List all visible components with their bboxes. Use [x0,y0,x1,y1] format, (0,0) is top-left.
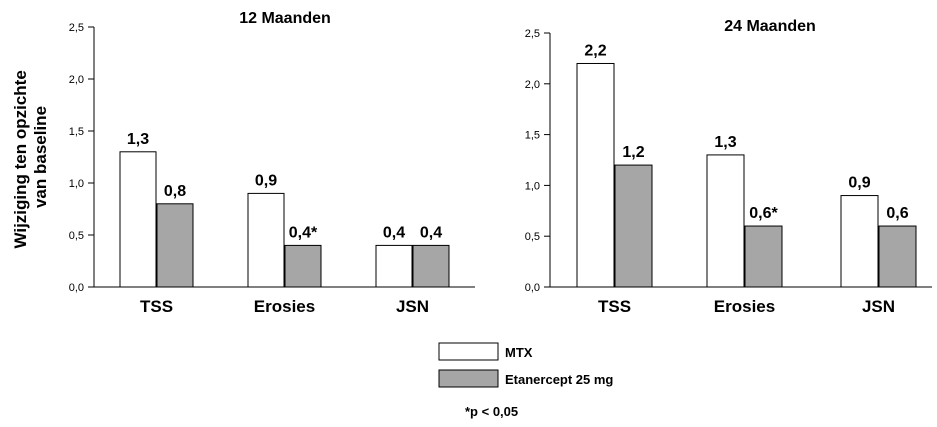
x-tick-label-erosies: Erosies [714,297,775,316]
data-label-etanercept-tss: 0,8 [164,183,186,200]
chart-title: 12 Maanden [239,10,331,27]
bar-mtx-erosies [247,192,285,288]
x-tick-label-tss: TSS [598,297,631,316]
legend-label-mtx: MTX [505,345,533,360]
data-label-mtx-erosies: 0,9 [255,172,277,189]
bar-etanercept-tss [156,203,194,288]
y-tick-label: 2,0 [525,79,540,91]
y-tick-label: 1,5 [69,126,84,138]
bar-mtx-jsn [375,244,413,288]
legend-swatch-etanercept [438,369,499,388]
bar-mtx-erosies [706,154,745,288]
data-label-etanercept-erosies: 0,4* [289,224,318,241]
chart-24-months: 24 Maanden 0,0 0,5 1,0 1,5 2,0 2,5 2,2 1,2 TSS 1,3… [525,18,932,316]
x-tick-label-erosies: Erosies [254,297,315,316]
chart-title: 24 Maanden [724,18,816,35]
data-label-mtx-tss: 1,3 [127,131,149,148]
x-tick-label-jsn: JSN [396,297,429,316]
bar-mtx-tss [119,151,157,288]
y-tick-label: 1,5 [525,130,540,142]
footnote: *p < 0,05 [465,404,518,419]
x-tick-label-jsn: JSN [862,297,895,316]
legend: MTX Etanercept 25 mg [438,342,613,388]
y-tick-label: 2,5 [69,22,84,34]
data-label-etanercept-jsn: 0,6 [886,205,908,222]
bar-etanercept-tss [614,164,653,288]
bar-mtx-tss [576,62,615,288]
data-label-etanercept-tss: 1,2 [622,144,644,161]
bar-etanercept-jsn [412,244,450,288]
data-label-mtx-erosies: 1,3 [714,134,736,151]
bar-mtx-jsn [840,195,879,288]
y-tick-label: 2,0 [69,74,84,86]
data-label-mtx-tss: 2,2 [584,42,606,59]
data-label-etanercept-erosies: 0,6* [749,205,778,222]
bar-etanercept-jsn [878,225,917,288]
data-label-mtx-jsn: 0,4 [383,224,405,241]
bar-etanercept-erosies [284,244,322,288]
y-axis-label-line-2: van baseline [31,106,50,208]
y-tick-label: 1,0 [525,180,540,192]
y-tick-label: 0,5 [69,230,84,242]
y-tick-label: 0,0 [69,282,84,294]
legend-label-etanercept: Etanercept 25 mg [505,372,613,387]
y-tick-label: 1,0 [69,178,84,190]
y-tick-label: 2,5 [525,28,540,40]
legend-swatch-mtx [438,342,499,361]
chart-12-months: 12 Maanden 0,0 0,5 1,0 1,5 2,0 2,5 1,3 0,8 TSS 0,9… [69,10,475,316]
y-tick-label: 0,5 [525,231,540,243]
bar-etanercept-erosies [744,225,783,288]
x-tick-label-tss: TSS [140,297,173,316]
data-label-mtx-jsn: 0,9 [848,175,870,192]
data-label-etanercept-jsn: 0,4 [420,224,442,241]
y-axis-label-line-1: Wijziging ten opzichte [11,70,30,248]
y-axis-label: Wijziging ten opzichte van baseline [11,65,50,248]
y-tick-label: 0,0 [525,282,540,294]
